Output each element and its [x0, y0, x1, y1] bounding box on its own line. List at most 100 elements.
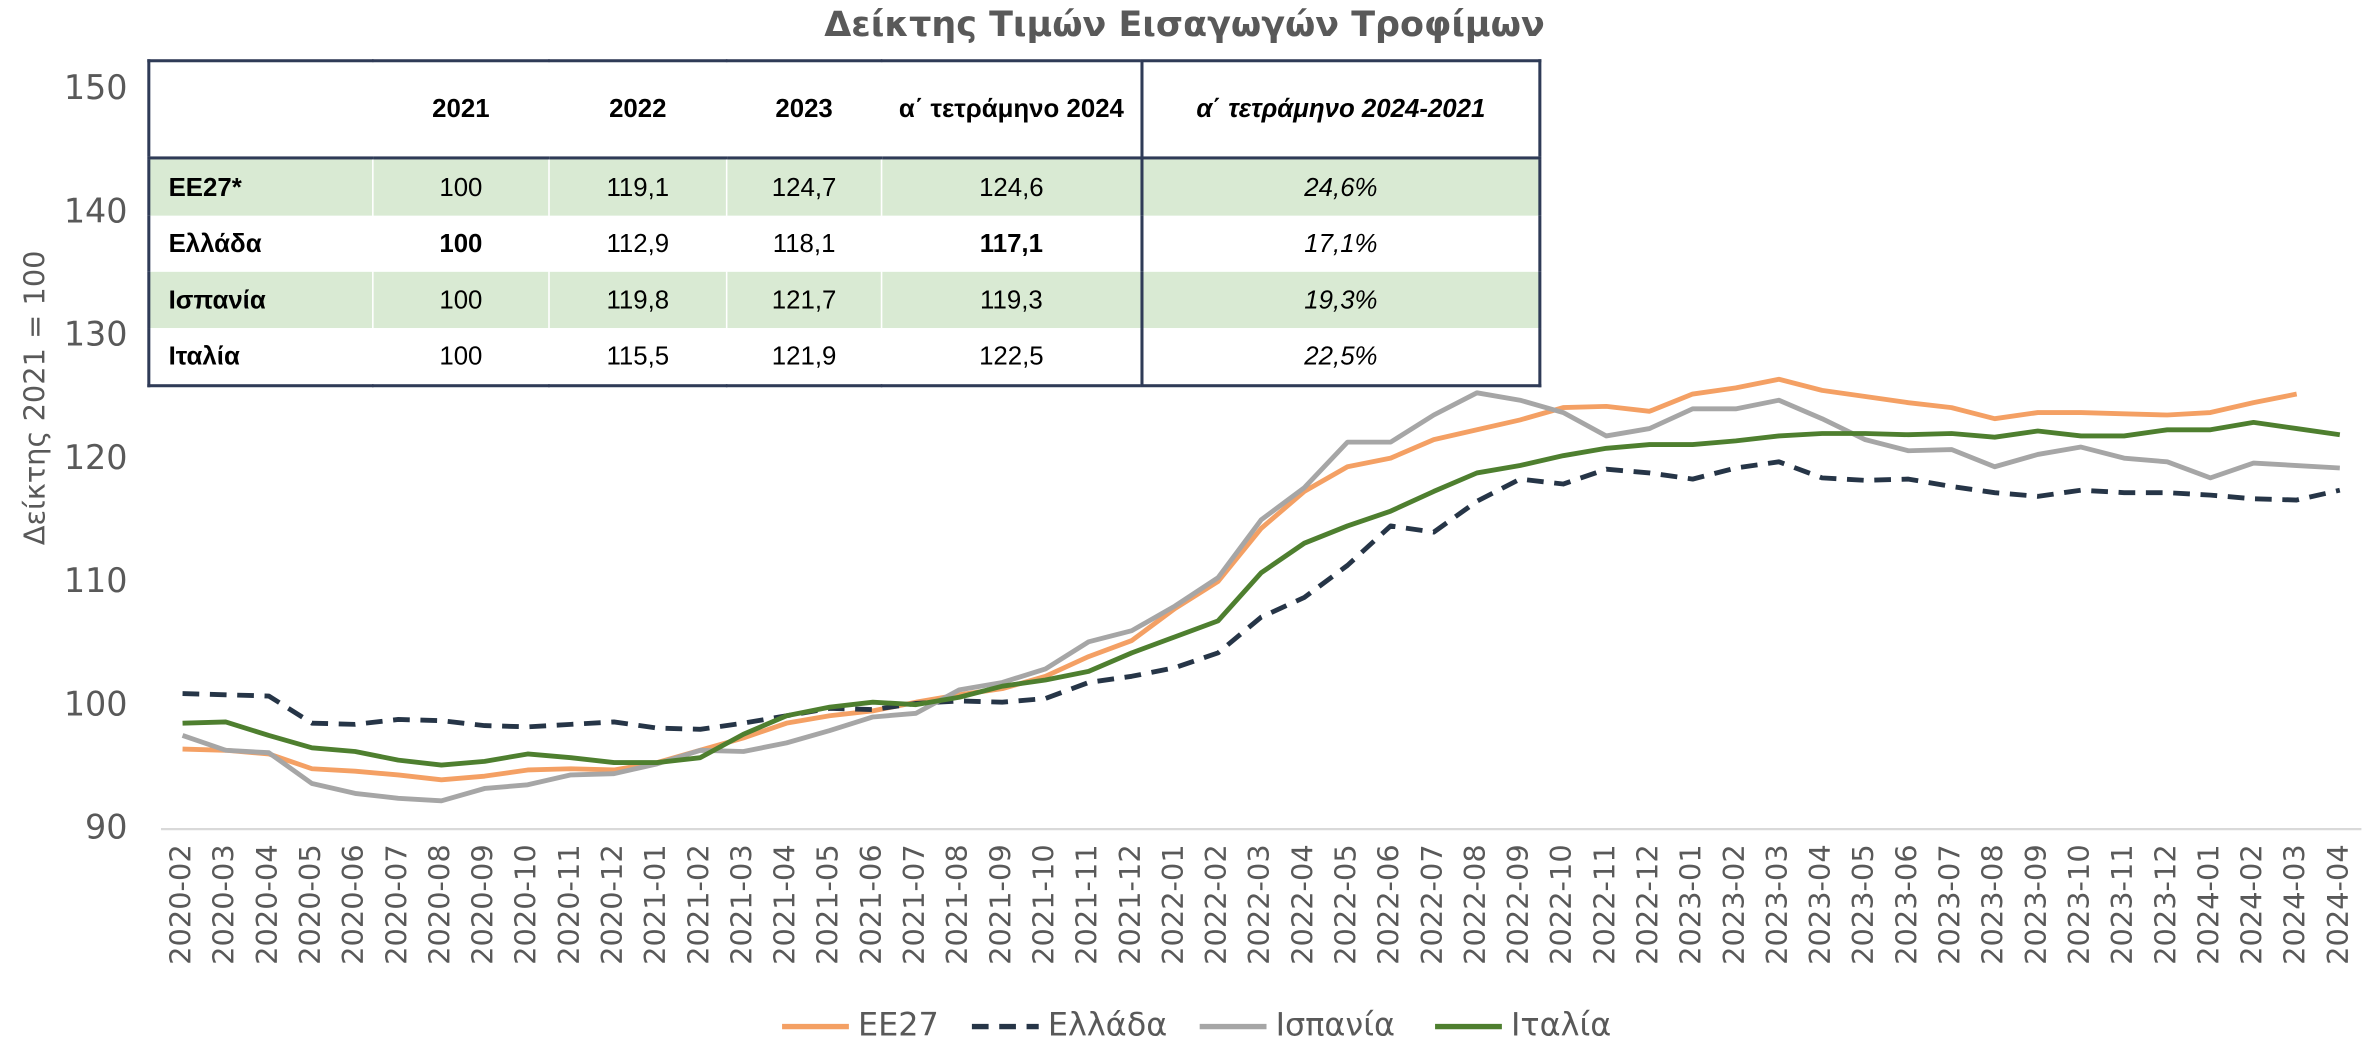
x-tick-label: 2021-11: [1070, 844, 1104, 965]
y-tick-label: 110: [64, 561, 128, 600]
x-tick-label: 2021-08: [940, 844, 974, 965]
x-tick-label: 2024-04: [2321, 844, 2355, 965]
x-tick-label: 2023-06: [1889, 844, 1923, 965]
y-tick-label: 100: [64, 684, 128, 723]
series-line: [182, 459, 2341, 732]
x-tick-label: 2023-02: [1717, 844, 1751, 965]
x-tick-label: 2020-07: [379, 844, 413, 965]
x-tick-label: 2022-10: [1544, 844, 1578, 965]
x-tick-label: 2022-07: [1415, 844, 1449, 965]
x-tick-label: 2024-01: [2191, 844, 2225, 965]
x-tick-label: 2020-11: [552, 844, 586, 965]
legend-label: Ιταλία: [1511, 1006, 1611, 1038]
series-line: [182, 376, 2298, 783]
legend-label: Ισπανία: [1276, 1006, 1395, 1038]
x-tick-label: 2021-10: [1026, 844, 1060, 965]
x-tick-label: 2020-12: [595, 844, 629, 965]
x-tick-label: 2020-04: [250, 844, 284, 965]
x-tick-label: 2022-09: [1501, 844, 1535, 965]
table-header-cell: 2023: [726, 60, 883, 160]
table-cell: 117,1: [881, 215, 1144, 272]
table-cell: 100: [372, 328, 550, 386]
table-cell: 119,3: [881, 271, 1144, 329]
x-tick-label: 2023-12: [2148, 844, 2182, 965]
x-tick-label: 2023-04: [1803, 844, 1837, 965]
x-tick-label: 2023-03: [1760, 844, 1794, 965]
y-axis-label: Δείκτης 2021 = 100: [17, 250, 51, 545]
x-tick-label: 2023-08: [1976, 844, 2010, 965]
table-cell: 124,6: [881, 157, 1144, 216]
table-cell: 118,1: [726, 215, 883, 272]
table-row: Ισπανία 100 119,8 121,7 119,3 19,3%: [148, 271, 1541, 329]
table-cell: 24,6%: [1141, 157, 1541, 216]
table-header-cell: α΄ τετράμηνο 2024-2021: [1141, 60, 1541, 160]
x-tick-label: 2022-02: [1199, 844, 1233, 965]
table-header-row: 2021 2022 2023 α΄ τετράμηνο 2024 α΄ τετράμην…: [148, 60, 1541, 160]
table-cell: 100: [372, 271, 550, 329]
table-cell: 100: [372, 157, 550, 216]
table-cell: 121,9: [726, 328, 883, 386]
legend-item: Ελλάδα: [971, 1006, 1167, 1038]
table-row: ΕΕ27* 100 119,1 124,7 124,6 24,6%: [148, 157, 1541, 216]
x-tick-label: 2022-12: [1631, 844, 1665, 965]
chart-title: Δείκτης Τιμών Εισαγωγών Τροφίμων: [824, 5, 1544, 45]
x-tick-label: 2023-10: [2062, 844, 2096, 965]
x-tick-label: 2022-01: [1156, 844, 1190, 965]
x-tick-label: 2021-02: [681, 844, 715, 965]
summary-table: 2021 2022 2023 α΄ τετράμηνο 2024 α΄ τετράμην…: [147, 59, 1542, 388]
x-tick-label: 2020-05: [293, 844, 327, 965]
table-row: Ιταλία 100 115,5 121,9 122,5 22,5%: [148, 328, 1541, 386]
x-tick-label: 2020-08: [422, 844, 456, 965]
x-tick-label: 2021-04: [768, 844, 802, 965]
table-cell: Ισπανία: [148, 271, 374, 329]
legend-label: ΕΕ27: [858, 1006, 939, 1038]
table-cell: 22,5%: [1141, 328, 1541, 386]
y-tick-label: 130: [64, 315, 128, 354]
x-tick-label: 2021-01: [638, 844, 672, 965]
table-header-cell: 2022: [548, 60, 728, 160]
x-tick-label: 2022-11: [1587, 844, 1621, 965]
x-tick-label: 2024-02: [2235, 844, 2269, 965]
table-cell: 119,8: [548, 271, 728, 329]
x-tick-label: 2021-06: [854, 844, 888, 965]
table-cell: Ελλάδα: [148, 215, 374, 272]
y-tick-label: 140: [64, 191, 128, 230]
y-tick-label: 90: [85, 808, 128, 847]
y-tick-label: 150: [64, 68, 128, 107]
x-tick-label: 2022-06: [1372, 844, 1406, 965]
x-tick-label: 2020-10: [509, 844, 543, 965]
x-tick-label: 2023-11: [2105, 844, 2139, 965]
table-cell: 122,5: [881, 328, 1144, 386]
table-cell: 115,5: [548, 328, 728, 386]
series-line: [181, 390, 2340, 804]
y-tick-label: 120: [64, 438, 128, 477]
table-cell: 19,3%: [1141, 271, 1541, 329]
x-tick-label: 2021-03: [724, 844, 758, 965]
table-cell: 124,7: [726, 157, 883, 216]
table-cell: 100: [372, 215, 550, 272]
x-tick-label: 2021-05: [811, 844, 845, 965]
x-tick-label: 2020-03: [207, 844, 241, 965]
legend-item: Ισπανία: [1199, 1006, 1395, 1038]
table-row: Ελλάδα 100 112,9 118,1 117,1 17,1%: [148, 215, 1541, 272]
x-tick-label: 2024-03: [2278, 844, 2312, 965]
x-tick-label: 2022-08: [1458, 844, 1492, 965]
table-cell: 17,1%: [1141, 215, 1541, 272]
x-tick-label: 2020-02: [164, 844, 198, 965]
table-cell: ΕΕ27*: [148, 157, 374, 216]
x-tick-label: 2023-07: [1933, 844, 1967, 965]
legend-item: ΕΕ27: [782, 1006, 939, 1038]
table-cell: Ιταλία: [148, 328, 374, 386]
table-cell: 121,7: [726, 271, 883, 329]
table-header-cell: 2021: [372, 60, 550, 160]
x-tick-label: 2023-09: [2019, 844, 2053, 965]
x-tick-label: 2021-09: [983, 844, 1017, 965]
x-tick-label: 2022-05: [1328, 844, 1362, 965]
x-tick-label: 2021-12: [1113, 844, 1147, 965]
x-tick-label: 2022-03: [1242, 844, 1276, 965]
table-cell: 112,9: [548, 215, 728, 272]
x-tick-label: 2023-05: [1846, 844, 1880, 965]
